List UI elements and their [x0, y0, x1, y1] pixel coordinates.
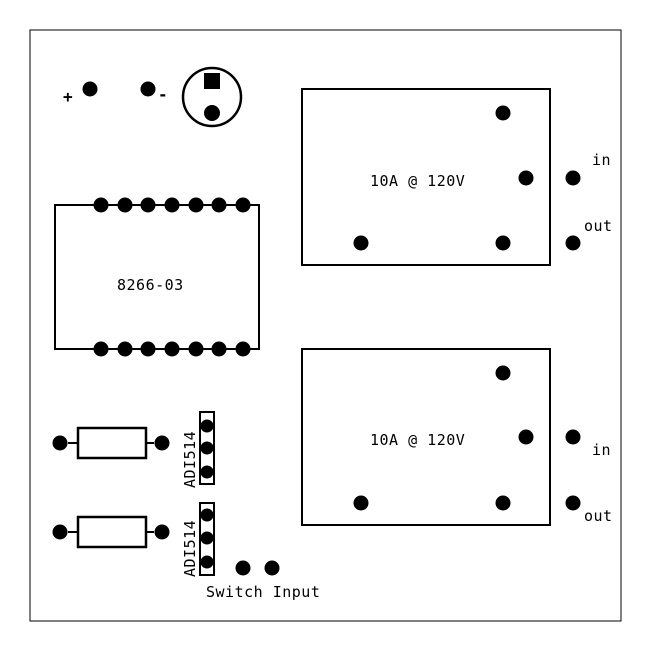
relay-outline — [301, 348, 551, 526]
resistor-body — [76, 426, 148, 460]
optocoupler-label: ADI514 — [181, 431, 199, 488]
switch-input: Switch Input — [206, 560, 320, 601]
optocoupler-pad — [200, 465, 214, 479]
optocoupler-pad — [200, 555, 214, 569]
ic-pad — [235, 197, 251, 213]
relay-1: 10A @ 120V in out — [301, 88, 613, 266]
capacitor-body — [181, 66, 243, 128]
resistor-pad — [52, 524, 68, 540]
ic-pad — [164, 197, 180, 213]
relay-pad — [495, 495, 511, 511]
resistor-pad — [52, 435, 68, 451]
ic-pad — [188, 197, 204, 213]
switch-input-label: Switch Input — [206, 583, 320, 601]
relay-out-label: out — [584, 507, 613, 525]
relay-pad — [495, 105, 511, 121]
optocoupler-2: ADI514 — [181, 502, 215, 577]
ic-pad — [188, 341, 204, 357]
ic-module: 8266-03 — [54, 197, 260, 357]
ic-pad — [211, 341, 227, 357]
relay-pad — [495, 235, 511, 251]
capacitor: + - — [63, 66, 243, 128]
ic-pad — [93, 197, 109, 213]
relay-pad — [518, 170, 534, 186]
optocoupler-1: ADI514 — [181, 411, 215, 488]
ic-pad — [117, 197, 133, 213]
ic-pad — [140, 341, 156, 357]
optocoupler-pad — [200, 508, 214, 522]
capacitor-square-pad — [204, 73, 220, 89]
relay-outline — [301, 88, 551, 266]
ic-pad — [211, 197, 227, 213]
optocoupler-pad — [200, 531, 214, 545]
relay-2: 10A @ 120V in out — [301, 348, 613, 526]
ic-pad — [164, 341, 180, 357]
relay-label: 10A @ 120V — [370, 172, 465, 190]
ic-outline — [54, 204, 260, 350]
resistor-2 — [52, 515, 170, 549]
ic-pad — [93, 341, 109, 357]
relay-out-pad — [565, 235, 581, 251]
resistor-pad — [154, 435, 170, 451]
relay-out-label: out — [584, 217, 613, 235]
capacitor-plus-pad — [82, 81, 98, 97]
resistor-body — [76, 515, 148, 549]
relay-in-pad — [565, 429, 581, 445]
relay-pad — [353, 495, 369, 511]
optocoupler-label: ADI514 — [181, 520, 199, 577]
relay-pad — [495, 365, 511, 381]
relay-pad — [518, 429, 534, 445]
relay-pad — [353, 235, 369, 251]
resistor-pad — [154, 524, 170, 540]
ic-pad — [140, 197, 156, 213]
optocoupler-pad — [200, 419, 214, 433]
relay-in-pad — [565, 170, 581, 186]
capacitor-minus-label: - — [158, 85, 168, 104]
ic-top-pads — [93, 197, 251, 213]
optocoupler-pad — [200, 441, 214, 455]
capacitor-minus-pad — [140, 81, 156, 97]
ic-bottom-pads — [93, 341, 251, 357]
ic-pad — [235, 341, 251, 357]
relay-in-label: in — [592, 151, 611, 169]
relay-label: 10A @ 120V — [370, 431, 465, 449]
capacitor-plus-label: + — [63, 87, 73, 106]
resistor-1 — [52, 426, 170, 460]
switch-input-pad — [264, 560, 280, 576]
ic-pad — [117, 341, 133, 357]
relay-in-label: in — [592, 441, 611, 459]
capacitor-round-pad — [204, 105, 220, 121]
switch-input-pad — [235, 560, 251, 576]
relay-out-pad — [565, 495, 581, 511]
ic-label: 8266-03 — [117, 276, 184, 294]
